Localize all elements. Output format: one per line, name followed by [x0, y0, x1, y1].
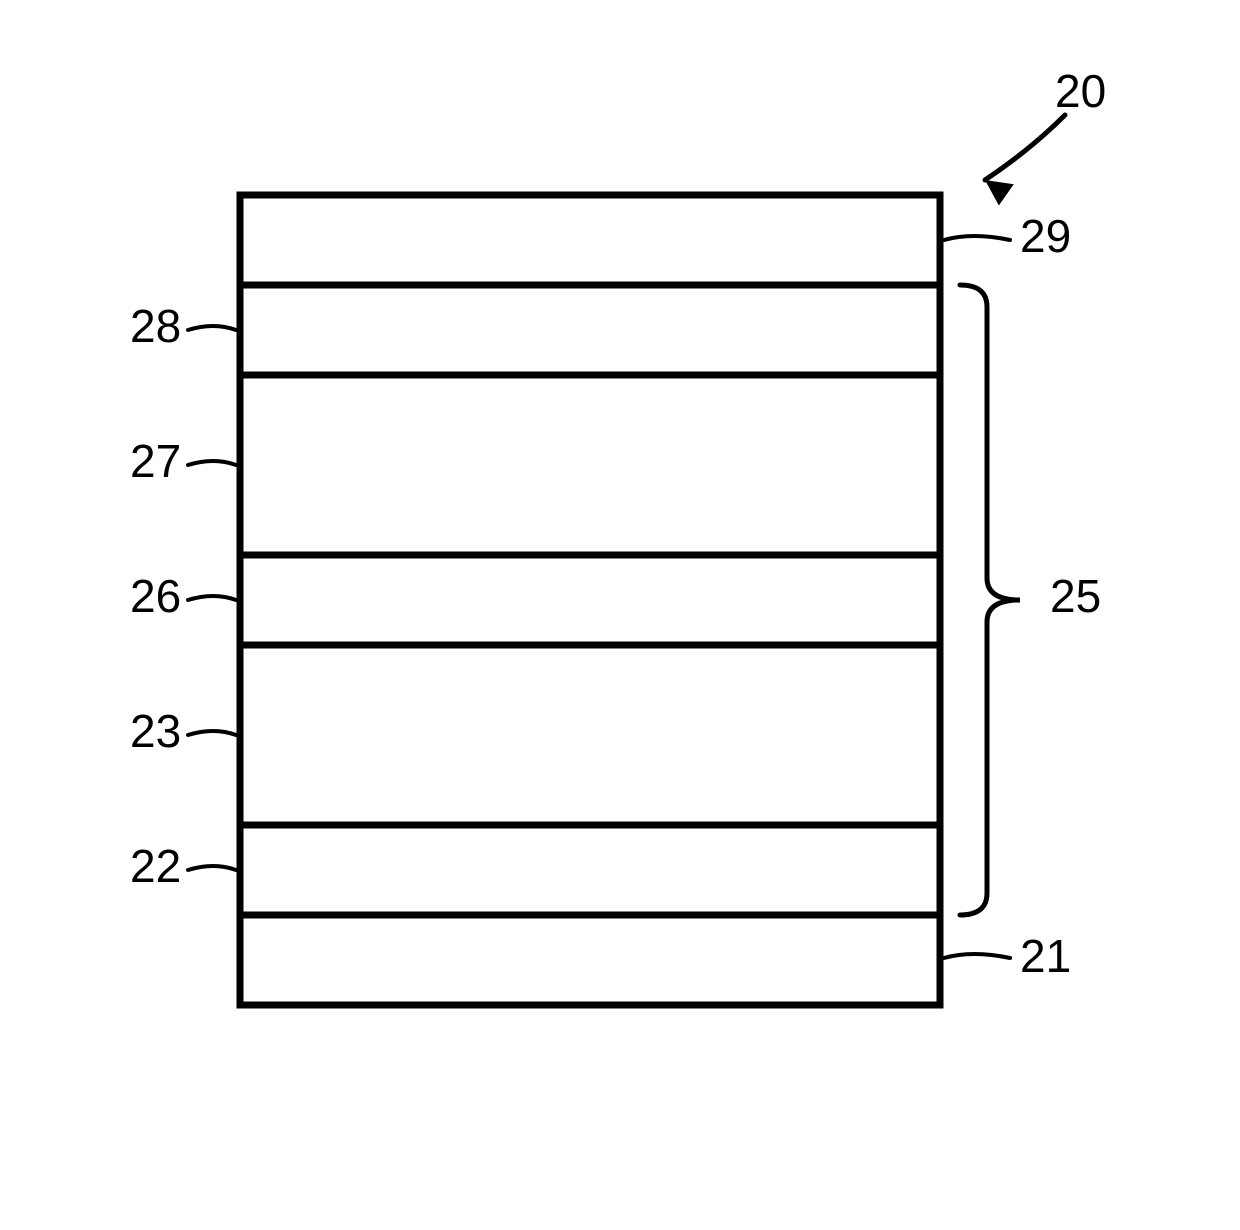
pointer-20-arrowhead	[985, 180, 1014, 206]
layer-22	[240, 825, 940, 915]
layer-stack	[240, 195, 940, 1005]
lead-21	[944, 954, 1010, 958]
label-26: 26	[130, 570, 181, 622]
lead-22	[188, 866, 236, 870]
label-25: 25	[1050, 570, 1101, 622]
lead-23	[188, 731, 236, 735]
label-21: 21	[1020, 930, 1071, 982]
bracket-25: 25	[960, 285, 1101, 915]
layer-diagram: 28 27 26 23 22 29 21 25 20	[0, 0, 1240, 1230]
label-29: 29	[1020, 210, 1071, 262]
label-20: 20	[1055, 65, 1106, 117]
layer-21	[240, 915, 940, 1005]
lead-27	[188, 461, 236, 465]
pointer-20: 20	[985, 65, 1106, 205]
layer-29	[240, 195, 940, 285]
lead-28	[188, 326, 236, 330]
layer-27	[240, 375, 940, 555]
lead-26	[188, 596, 236, 600]
label-22: 22	[130, 840, 181, 892]
label-27: 27	[130, 435, 181, 487]
label-23: 23	[130, 705, 181, 757]
layer-23	[240, 645, 940, 825]
label-28: 28	[130, 300, 181, 352]
brace-25	[960, 285, 1020, 915]
layer-26	[240, 555, 940, 645]
lead-29	[944, 236, 1010, 240]
layer-28	[240, 285, 940, 375]
pointer-20-curve	[985, 115, 1065, 180]
